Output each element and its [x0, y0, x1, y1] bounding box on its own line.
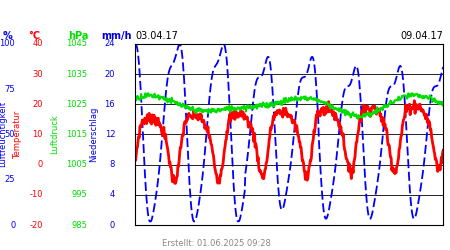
Text: 995: 995: [72, 190, 87, 199]
Text: Luftfeuchtigkeit: Luftfeuchtigkeit: [0, 101, 7, 168]
Text: Erstellt: 01.06.2025 09:28: Erstellt: 01.06.2025 09:28: [162, 238, 271, 248]
Text: %: %: [3, 31, 13, 41]
Text: 1005: 1005: [66, 160, 87, 169]
Text: 100: 100: [0, 39, 15, 48]
Text: °C: °C: [28, 31, 40, 41]
Text: 25: 25: [5, 175, 15, 184]
Text: 8: 8: [110, 160, 115, 169]
Text: 24: 24: [105, 39, 115, 48]
Text: Temperatur: Temperatur: [14, 110, 22, 158]
Text: 1025: 1025: [66, 100, 87, 108]
Text: 1015: 1015: [66, 130, 87, 139]
Text: 10: 10: [32, 130, 43, 139]
Text: 40: 40: [32, 39, 43, 48]
Text: mm/h: mm/h: [102, 31, 132, 41]
Text: 1035: 1035: [66, 70, 87, 78]
Text: 09.04.17: 09.04.17: [400, 31, 443, 41]
Text: Niederschlag: Niederschlag: [89, 107, 98, 162]
Text: 20: 20: [32, 100, 43, 108]
Text: 0: 0: [10, 220, 15, 230]
Text: 16: 16: [104, 100, 115, 108]
Text: 0: 0: [110, 220, 115, 230]
Text: 985: 985: [72, 220, 87, 230]
Text: 20: 20: [105, 70, 115, 78]
Text: Luftdruck: Luftdruck: [50, 114, 59, 154]
Text: 12: 12: [105, 130, 115, 139]
Text: -10: -10: [29, 190, 43, 199]
Text: 4: 4: [110, 190, 115, 199]
Text: 0: 0: [37, 160, 43, 169]
Text: -20: -20: [29, 220, 43, 230]
Text: hPa: hPa: [68, 31, 89, 41]
Text: 1045: 1045: [66, 39, 87, 48]
Text: 03.04.17: 03.04.17: [135, 31, 178, 41]
Text: 75: 75: [4, 84, 15, 94]
Text: 50: 50: [5, 130, 15, 139]
Text: 30: 30: [32, 70, 43, 78]
